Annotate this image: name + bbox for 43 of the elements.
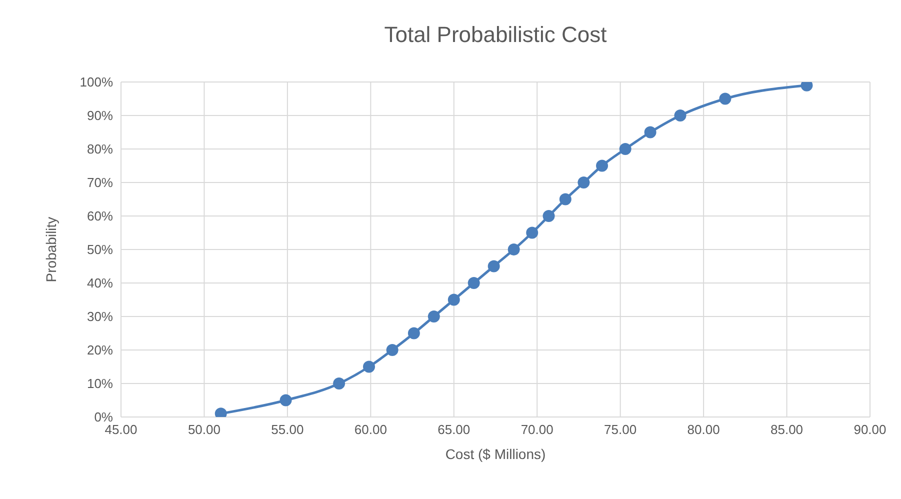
point — [674, 110, 686, 122]
point — [542, 210, 555, 222]
y-tick-label: 90% — [86, 108, 114, 124]
point — [578, 176, 590, 188]
x-tick-label: 85.00 — [770, 422, 804, 438]
point — [363, 360, 375, 373]
y-tick-label: 50% — [86, 242, 114, 258]
point — [719, 92, 732, 105]
y-tick-label: 10% — [86, 376, 114, 392]
x-tick-label: 55.00 — [271, 422, 304, 438]
point — [333, 378, 346, 390]
point — [386, 344, 398, 356]
x-tick-label: 45.00 — [104, 422, 138, 438]
y-tick-label: 40% — [86, 276, 114, 291]
x-axis-title: Cost ($ Millions) — [445, 446, 546, 462]
point — [619, 143, 632, 155]
x-tick-label: 90.00 — [854, 422, 886, 438]
x-tick-label: 70.00 — [520, 422, 554, 438]
point — [448, 294, 460, 306]
x-tick-label: 80.00 — [687, 422, 720, 438]
point — [468, 277, 480, 289]
y-axis-title: Probability — [42, 216, 59, 282]
chart-title: Total Probabilistic Cost — [383, 22, 608, 48]
y-tick-label: 30% — [86, 309, 114, 324]
x-tick-label: 50.00 — [188, 422, 220, 438]
point — [408, 327, 420, 340]
y-tick-label: 80% — [86, 142, 114, 157]
y-tick-label: 20% — [86, 342, 114, 358]
x-tick-label: 75.00 — [604, 422, 637, 438]
x-tick-label: 60.00 — [354, 422, 387, 438]
point — [280, 394, 292, 406]
x-tick-label: 65.00 — [438, 422, 470, 438]
point — [428, 310, 440, 322]
point — [526, 226, 538, 239]
point — [559, 193, 572, 206]
point — [644, 126, 656, 138]
point — [488, 260, 500, 272]
point — [508, 244, 520, 256]
y-tick-label: 70% — [86, 175, 114, 190]
y-tick-label: 100% — [80, 74, 114, 90]
y-tick-label: 0% — [94, 410, 114, 425]
y-tick-label: 60% — [86, 208, 114, 224]
point — [596, 160, 608, 172]
